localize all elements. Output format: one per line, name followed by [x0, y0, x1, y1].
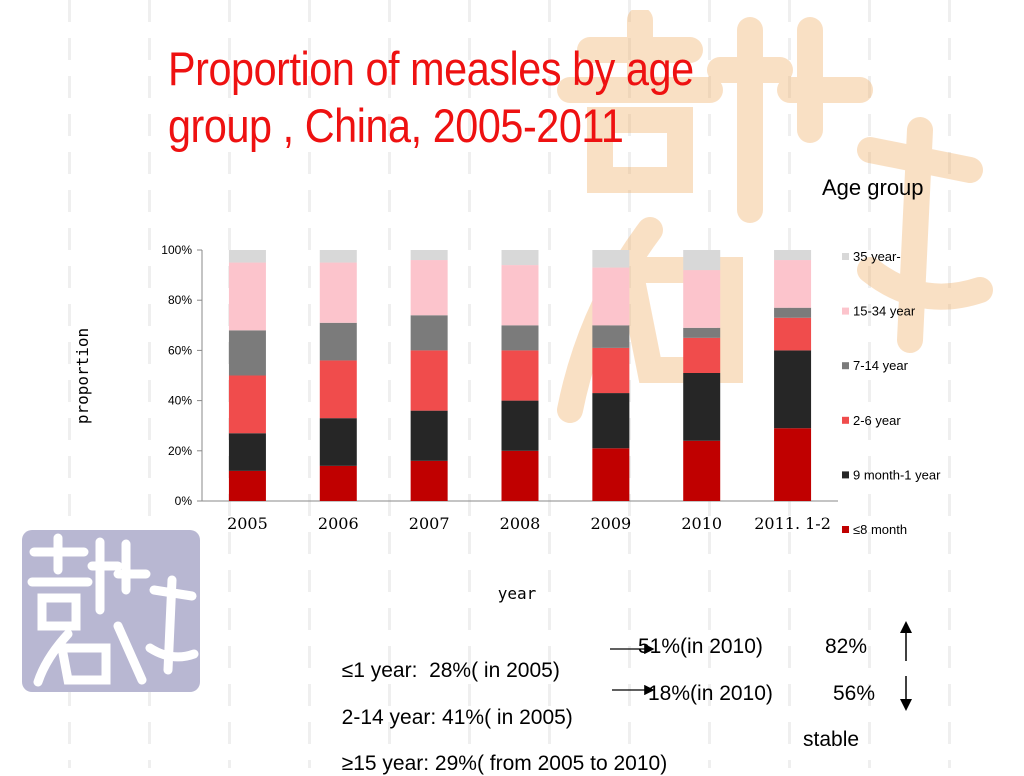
statement-2-pct: 56%	[833, 682, 876, 705]
bar-segment	[319, 418, 357, 466]
bar-segment	[501, 265, 539, 326]
y-tick-label: 40%	[168, 394, 192, 408]
bar-segment	[228, 250, 266, 263]
bar-segment	[683, 327, 721, 338]
legend-swatch	[842, 253, 849, 260]
bar-segment	[683, 270, 721, 328]
bar-segment	[774, 350, 812, 429]
legend-label: 2-6 year	[853, 413, 901, 428]
legend-label: ≤8 month	[853, 522, 907, 537]
bar-segment	[410, 410, 448, 461]
legend-label: 35 year-	[853, 249, 901, 264]
y-tick-label: 60%	[168, 343, 192, 357]
bar-segment	[319, 465, 357, 501]
x-tick-label: 2009	[590, 514, 631, 533]
y-axis-title: proportion	[73, 328, 92, 424]
bar-segment	[228, 262, 266, 331]
bar-segment	[592, 347, 630, 394]
bar-segment	[592, 393, 630, 449]
bar-segment	[228, 375, 266, 434]
bar-segment	[501, 250, 539, 266]
bar-segment	[228, 433, 266, 471]
legend-swatch	[842, 416, 849, 424]
statement-1-pct: 82%	[825, 635, 868, 658]
bar-segment	[501, 350, 539, 401]
bar-segment	[774, 317, 812, 351]
bar-segment	[319, 360, 357, 419]
legend-title: Age group	[822, 175, 924, 200]
bar-segment	[501, 400, 539, 451]
bar-segment	[592, 448, 630, 501]
bar-segment	[683, 440, 721, 501]
bar-segment	[319, 262, 357, 323]
legend-label: 15-34 year	[853, 304, 916, 319]
legend-label: 9 month-1 year	[853, 467, 941, 482]
y-tick-label: 20%	[168, 444, 192, 458]
legend-swatch	[842, 362, 849, 370]
bar-segment	[501, 325, 539, 351]
bar-segment	[592, 325, 630, 348]
logo-seal	[22, 530, 200, 692]
bar-segment	[774, 260, 812, 308]
statement-1-text-a: ≤1 year: 28%( in 2005)	[341, 659, 560, 682]
slide-title: Proportion of measles by age group , Chi…	[168, 42, 694, 152]
x-tick-label: 2006	[318, 514, 359, 533]
legend-swatch	[842, 307, 849, 315]
bar-segment	[774, 428, 812, 501]
bar-segment	[410, 460, 448, 501]
bar-segment	[228, 330, 266, 376]
legend-swatch	[842, 471, 849, 479]
y-tick-label: 80%	[168, 293, 192, 307]
statement-2-text-a: 2-14 year: 41%( in 2005)	[341, 706, 573, 729]
bar-segment	[683, 372, 721, 441]
bar-segment	[410, 350, 448, 411]
legend-swatch	[842, 526, 849, 533]
x-tick-label: 2011. 1-2	[754, 514, 831, 533]
bar-segment	[774, 250, 812, 261]
statement-under-1-year: ≤1 year: 28%( in 2005)	[330, 635, 560, 683]
x-tick-label: 2005	[227, 514, 268, 533]
bar-segment	[592, 250, 630, 268]
bar-segment	[501, 450, 539, 501]
statement-1-text-b: 51%(in 2010)	[638, 635, 763, 658]
statement-2-text-b: 18%(in 2010)	[648, 682, 773, 705]
bar-segment	[683, 337, 721, 373]
statement-3-text-a: ≥15 year: 29%( from 2005 to 2010)	[341, 752, 668, 775]
y-tick-label: 0%	[175, 494, 193, 508]
statement-3-pct: stable	[803, 728, 860, 751]
bar-segment	[410, 315, 448, 351]
bar-segment	[319, 322, 357, 361]
bar-segment	[683, 250, 721, 271]
statement-2-14-year: 2-14 year: 41%( in 2005)	[330, 682, 573, 730]
x-tick-label: 2007	[409, 514, 450, 533]
x-tick-label: 2008	[500, 514, 541, 533]
statement-over-15-year: ≥15 year: 29%( from 2005 to 2010)	[330, 728, 668, 776]
y-tick-label: 100%	[161, 243, 192, 257]
logo-seal-glyph	[27, 533, 199, 687]
bar-segment	[228, 470, 266, 501]
bar-segment	[410, 250, 448, 261]
bar-segment	[410, 260, 448, 316]
bar-segment	[774, 307, 812, 318]
x-axis-title: year	[498, 584, 537, 603]
x-tick-label: 2010	[681, 514, 722, 533]
bar-segment	[319, 250, 357, 263]
bar-segment	[592, 267, 630, 326]
legend-label: 7-14 year	[853, 358, 909, 373]
